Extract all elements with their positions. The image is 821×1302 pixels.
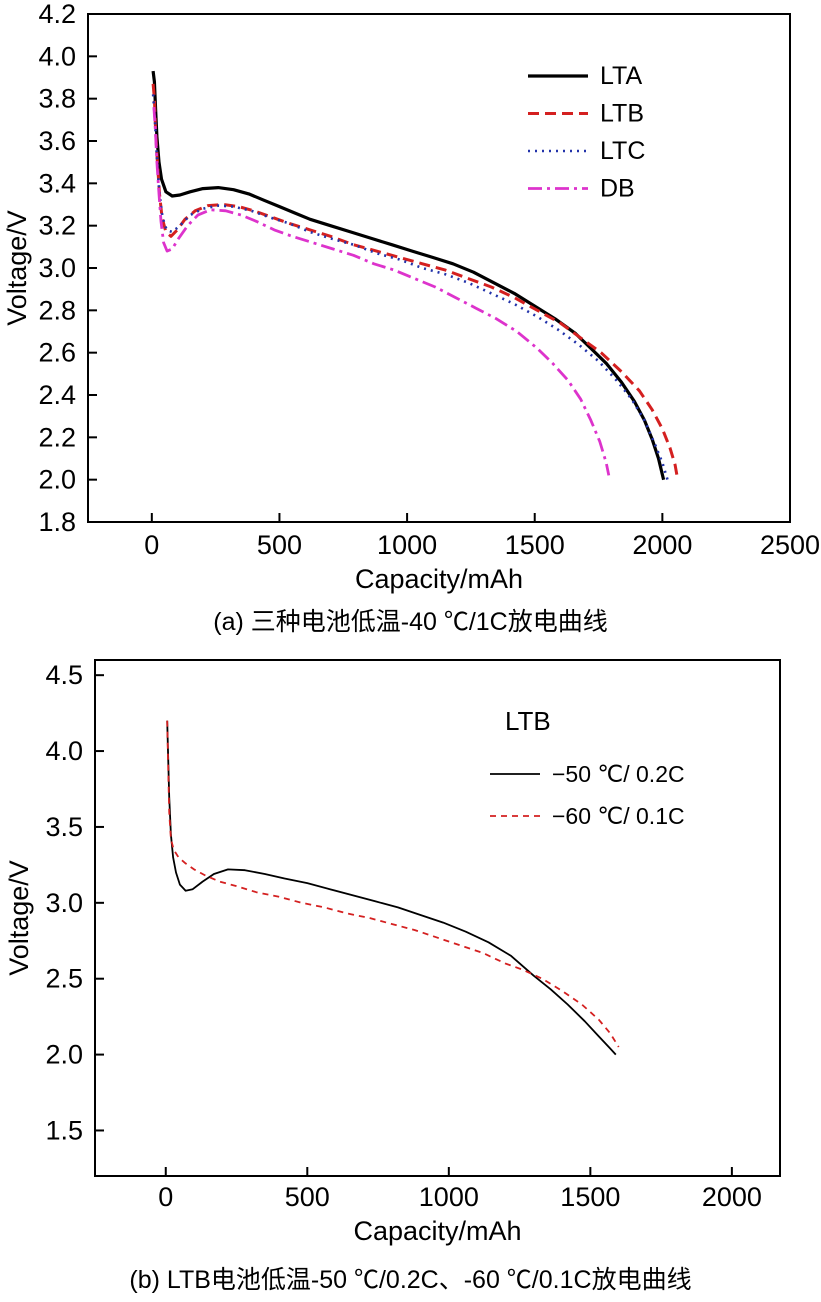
x-tick-label: 2500 xyxy=(760,530,820,560)
y-axis-title: Voltage/V xyxy=(2,210,32,326)
plot-frame xyxy=(94,659,781,1177)
series-LTA-path xyxy=(151,70,666,481)
x-tick-label: 500 xyxy=(285,1182,330,1212)
x-axis-title: Capacity/mAh xyxy=(355,564,523,594)
chart-a-caption: (a) 三种电池低温-40 ℃/1C放电曲线 xyxy=(213,608,608,636)
y-tick-label: 3.0 xyxy=(38,253,76,283)
series-DB-path xyxy=(152,107,611,476)
figure-a: 4.2 4.0 3.8 3.6 3.4 3.2 3.0 2.8 2.6 2.4 2.2 2.0 1.8 0… xyxy=(0,2,821,638)
figure-b: 4.5 4.0 3.5 3.0 2.5 2.0 1.5 0 500 1000 1500 2000 Cap… xyxy=(0,646,821,1296)
y-tick-label: 1.8 xyxy=(38,507,76,537)
y-tick-label: 3.6 xyxy=(38,126,76,156)
y-tick-label: 3.5 xyxy=(45,812,83,842)
series-LTB-60C-01C-path xyxy=(166,720,620,1048)
legend-entry-label-LTB-50C-02C: −50 ℃/ 0.2C xyxy=(552,761,685,787)
y-tick-label: 2.6 xyxy=(38,338,76,368)
series-LTC-path xyxy=(151,94,669,481)
y-tick-label: 4.0 xyxy=(45,736,83,766)
x-tick-label: 1500 xyxy=(505,530,565,560)
series-LTB-50C-02C-path xyxy=(166,720,617,1056)
chart-b-canvas: 4.5 4.0 3.5 3.0 2.5 2.0 1.5 0 500 1000 1500 2000 Cap… xyxy=(4,659,781,1246)
chart-a-canvas: 4.2 4.0 3.8 3.6 3.4 3.2 3.0 2.8 2.6 2.4 2.2 2.0 1.8 0… xyxy=(2,2,820,594)
y-tick-label: 3.2 xyxy=(38,211,76,241)
y-tick-label: 2.5 xyxy=(45,964,83,994)
x-tick-label: 0 xyxy=(144,530,159,560)
y-tick-label: 2.0 xyxy=(38,465,76,495)
y-tick-label: 4.5 xyxy=(45,660,83,690)
legend-title: LTB xyxy=(505,706,551,736)
legend-entry-label-LTC: LTC xyxy=(600,137,645,165)
y-tick-label: 2.4 xyxy=(38,380,76,410)
y-axis-title: Voltage/V xyxy=(4,860,34,976)
y-tick-label: 2.8 xyxy=(38,295,76,325)
legend-entry-label-LTB-60C-01C: −60 ℃/ 0.1C xyxy=(552,803,685,829)
series-LTB-path xyxy=(151,83,680,480)
legend-entry-label-LTB: LTB xyxy=(600,100,644,128)
x-tick-label: 2000 xyxy=(702,1182,762,1212)
x-tick-label: 2000 xyxy=(632,530,692,560)
x-tick-label: 1000 xyxy=(419,1182,479,1212)
x-tick-label: 500 xyxy=(257,530,302,560)
y-tick-label: 3.0 xyxy=(45,888,83,918)
y-tick-label: 4.0 xyxy=(38,41,76,71)
x-tick-label: 1500 xyxy=(560,1182,620,1212)
x-axis-title: Capacity/mAh xyxy=(353,1216,521,1246)
y-tick-label: 2.2 xyxy=(38,422,76,452)
legend-entry-label-DB: DB xyxy=(600,175,635,203)
x-tick-label: 1000 xyxy=(377,530,437,560)
y-tick-label: 2.0 xyxy=(45,1040,83,1070)
y-tick-label: 1.5 xyxy=(45,1115,83,1145)
x-tick-label: 0 xyxy=(158,1182,173,1212)
y-tick-label: 4.2 xyxy=(38,2,76,29)
y-tick-label: 3.8 xyxy=(38,84,76,114)
legend-entry-label-LTA: LTA xyxy=(600,62,642,90)
chart-b-caption: (b) LTB电池低温-50 ℃/0.2C、-60 ℃/0.1C放电曲线 xyxy=(129,1266,692,1294)
y-tick-label: 3.4 xyxy=(38,168,76,198)
